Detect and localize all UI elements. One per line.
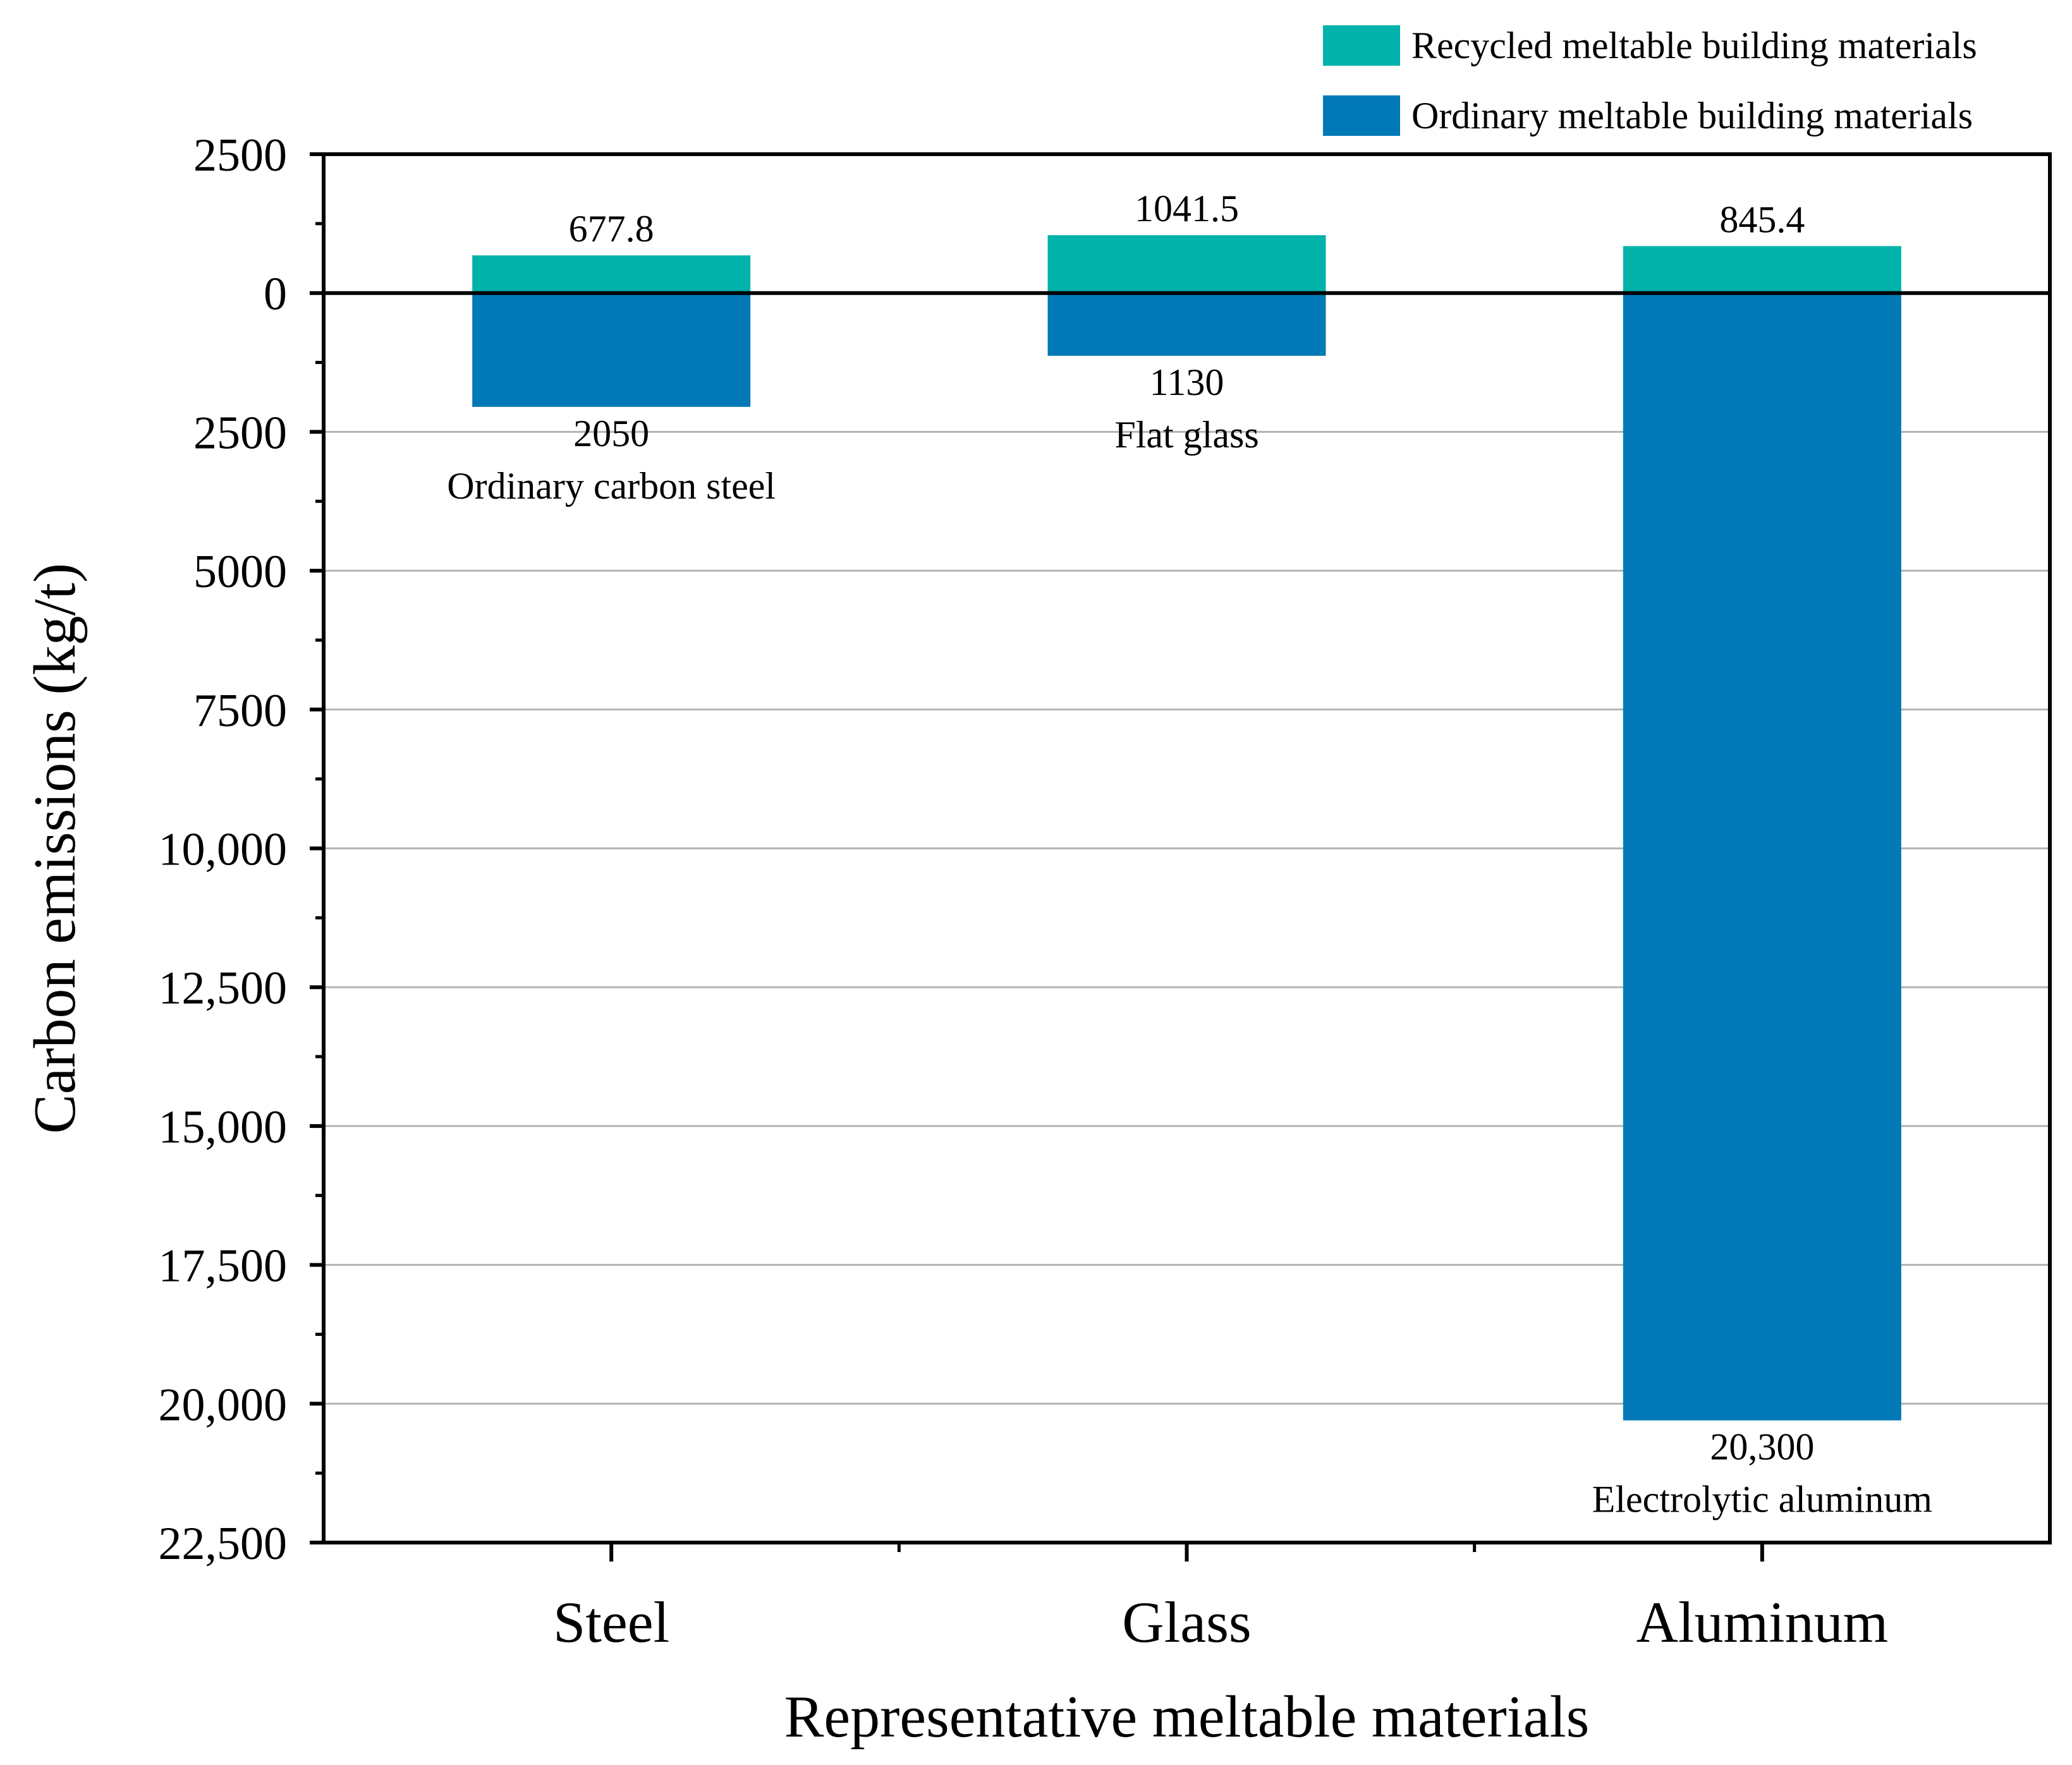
legend-swatch — [1323, 95, 1400, 136]
y-tick-label: 2500 — [193, 130, 287, 181]
value-label-ordinary: 2050 — [573, 413, 649, 454]
value-label-ordinary: 1130 — [1150, 361, 1224, 403]
y-axis-title: Carbon emissions (kg/t) — [22, 563, 88, 1134]
bars — [472, 235, 1901, 1421]
value-label-recycled: 845.4 — [1719, 198, 1805, 240]
value-label-recycled: 1041.5 — [1135, 188, 1239, 229]
recycled-bar-steel — [472, 255, 751, 293]
gridlines — [324, 430, 2050, 1405]
y-tick-label: 2500 — [193, 407, 287, 459]
x-axis: Steel Glass Aluminum — [553, 1543, 1888, 1654]
y-tick-label: 5000 — [193, 546, 287, 598]
recycled-bar-aluminum — [1623, 246, 1901, 293]
ordinary-bar-steel — [472, 293, 751, 407]
legend-label: Ordinary meltable building materials — [1411, 95, 1973, 136]
y-tick-label: 22,500 — [159, 1518, 288, 1570]
y-tick-label: 10,000 — [159, 824, 288, 876]
x-tick-label: Aluminum — [1636, 1590, 1888, 1654]
legend: Recycled meltable building materials Ordi… — [1323, 25, 1977, 136]
material-label: Electrolytic aluminum — [1592, 1479, 1932, 1520]
y-tick-label: 15,000 — [159, 1101, 288, 1153]
legend-label: Recycled meltable building materials — [1411, 25, 1977, 66]
data-labels: 677.8 1041.5 845.4 2050 Ordinary carbon stee… — [447, 188, 1932, 1520]
material-label: Flat glass — [1114, 414, 1258, 456]
recycled-bar-glass — [1047, 235, 1326, 293]
ordinary-bar-glass — [1047, 293, 1326, 356]
y-tick-label: 7500 — [193, 685, 287, 737]
material-label: Ordinary carbon steel — [447, 465, 776, 507]
y-tick-label: 17,500 — [159, 1240, 288, 1292]
y-tick-label: 12,500 — [159, 962, 288, 1014]
y-tick-label: 20,000 — [159, 1379, 288, 1431]
x-tick-label: Glass — [1122, 1590, 1251, 1654]
y-tick-label: 0 — [264, 269, 287, 320]
x-tick-label: Steel — [553, 1590, 669, 1654]
value-label-recycled: 677.8 — [569, 208, 654, 250]
legend-swatch — [1323, 25, 1400, 66]
ordinary-bar-aluminum — [1623, 293, 1901, 1421]
value-label-ordinary: 20,300 — [1710, 1426, 1814, 1468]
y-axis: 2500 0 2500 5000 7500 10,000 12,500 15,000 17,50… — [159, 130, 324, 1570]
x-axis-title: Representative meltable materials — [784, 1684, 1590, 1750]
